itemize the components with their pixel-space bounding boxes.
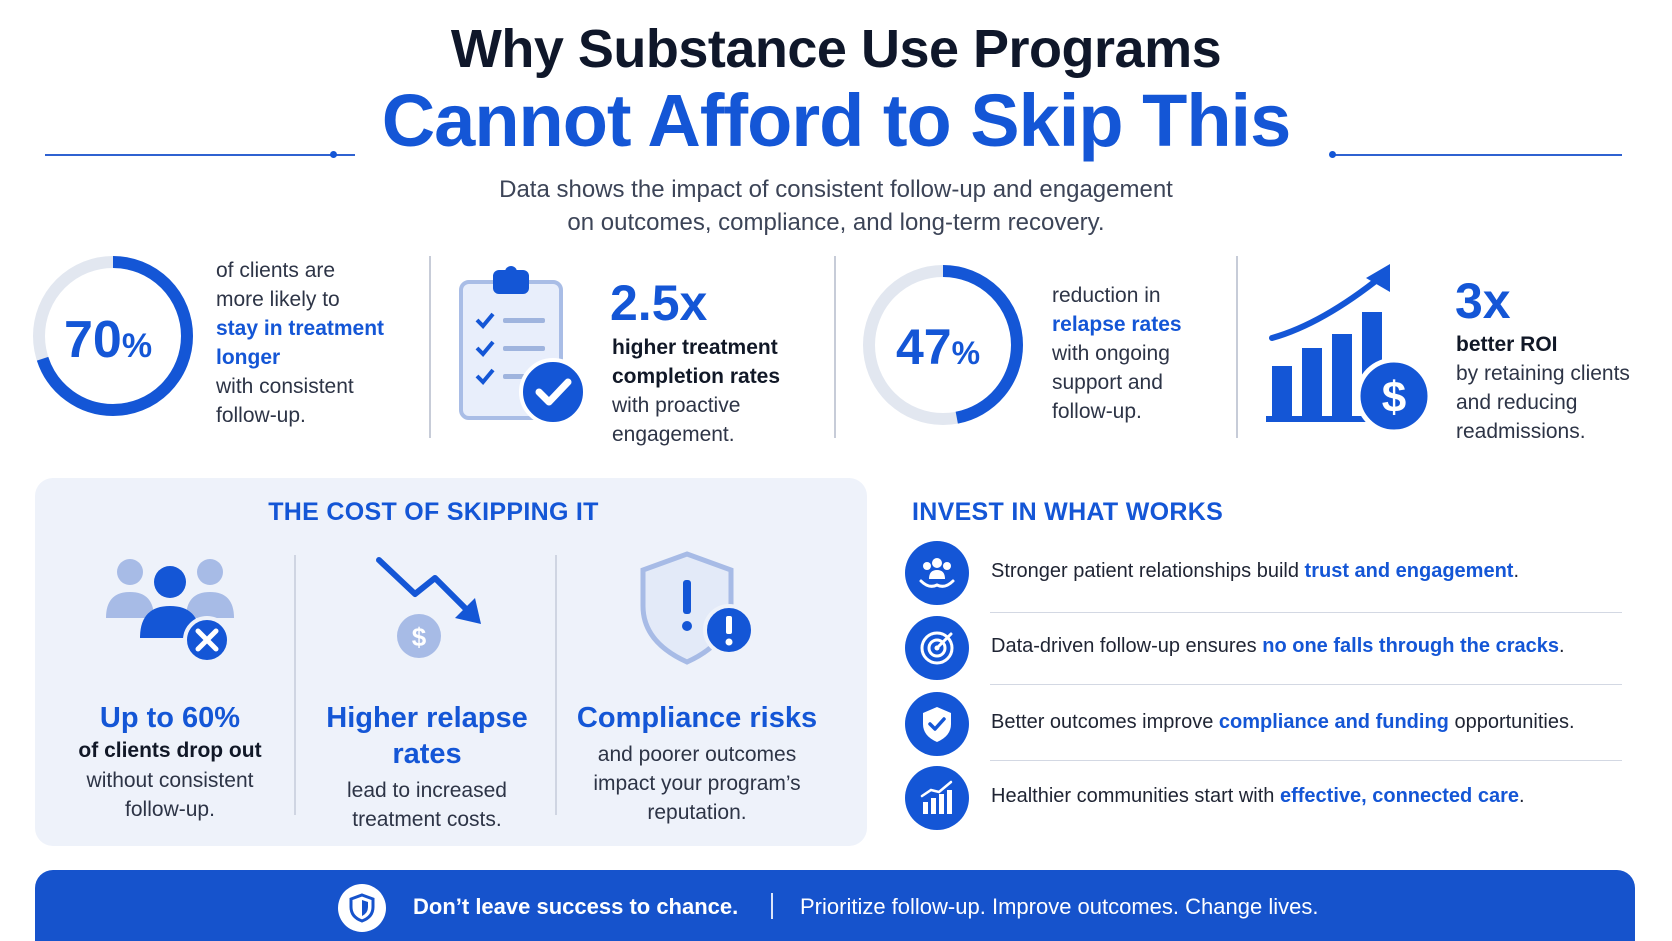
users-dropout-icon (106, 559, 234, 664)
growth-chart-dollar-icon: $ (1266, 264, 1433, 435)
title-rule-left (45, 154, 355, 156)
invest-text-compliance: Better outcomes improve compliance and f… (991, 711, 1575, 733)
stat-value-2-5x: 2.5x (610, 275, 708, 331)
invest-section-title: INVEST IN WHAT WORKS (912, 498, 1224, 526)
cost-item-dropout: Up to 60% of clients drop out without co… (39, 548, 301, 824)
cost-item-relapse: $ Higher relapse rates lead to increased… (296, 548, 558, 834)
stat-description-3x: better ROI by retaining clients and redu… (1456, 333, 1630, 443)
cost-head-dropout: Up to 60% (99, 702, 241, 734)
stat-description-2-5x: higher treatment completion rates with p… (612, 336, 781, 446)
banner-divider (771, 893, 773, 919)
clipboard-check-icon (459, 266, 587, 426)
invest-item-data-driven: Data-driven follow-up ensures no one fal… (905, 612, 1623, 684)
invest-item-relationships: Stronger patient relationships build tru… (905, 537, 1623, 609)
cost-head-compliance: Compliance risks (576, 702, 818, 734)
cost-divider (555, 555, 557, 815)
cost-body-dropout-2: follow-up. (125, 798, 215, 821)
invest-item-compliance: Better outcomes improve compliance and f… (905, 688, 1623, 760)
invest-divider (990, 684, 1622, 685)
banner-tagline: Prioritize follow-up. Improve outcomes. … (800, 894, 1319, 919)
title-rule-dot-left (330, 151, 337, 158)
cost-body-compliance-1: and poorer outcomes (597, 743, 797, 766)
invest-divider (990, 760, 1622, 761)
cost-item-compliance: Compliance risks and poorer outcomes imp… (566, 548, 828, 827)
page-title-line1: Why Substance Use Programs (450, 19, 1222, 79)
target-icon (905, 616, 969, 680)
stat-description-47: reduction in relapse rates with ongoing … (1052, 284, 1182, 423)
cost-divider (294, 555, 296, 815)
stat-divider (429, 256, 431, 438)
title-rule-right (1332, 154, 1622, 156)
stat-divider (834, 256, 836, 438)
cost-panel (35, 478, 867, 846)
invest-item-communities: Healthier communities start with effecti… (905, 762, 1623, 834)
page-title-line2: Cannot Afford to Skip This (381, 79, 1292, 162)
title-rule-dot-right (1329, 151, 1336, 158)
cost-section-title: THE COST OF SKIPPING IT (268, 498, 599, 526)
stat-divider (1236, 256, 1238, 438)
subtitle-line2: on outcomes, compliance, and long-term r… (567, 209, 1105, 236)
cost-bold-dropout: of clients drop out (78, 739, 262, 762)
declining-cost-icon: $ (376, 557, 481, 658)
page-subtitle: Data shows the impact of consistent foll… (0, 173, 1672, 239)
care-hands-icon (905, 541, 969, 605)
shield-warning-icon (640, 551, 755, 665)
cost-body-compliance-3: reputation. (647, 801, 747, 824)
cost-body-relapse-2: treatment costs. (352, 808, 502, 831)
invest-divider (990, 612, 1622, 613)
shield-icon (338, 884, 386, 932)
cost-body-compliance-2: impact your program’s (593, 772, 801, 795)
cost-body-dropout-1: without consistent (86, 769, 254, 792)
bottom-banner (35, 870, 1635, 941)
svg-text:$: $ (1382, 373, 1406, 422)
banner-headline: Don’t leave success to chance. (413, 894, 739, 919)
progress-ring-47 (863, 265, 1023, 425)
stat-value-47: 47% (896, 319, 981, 375)
stat-description-70: of clients are more likely to stay in tr… (216, 259, 385, 427)
cost-body-relapse-1: lead to increased (347, 779, 507, 802)
invest-text-communities: Healthier communities start with effecti… (991, 785, 1525, 807)
progress-ring-70 (33, 256, 193, 416)
invest-text-data-driven: Data-driven follow-up ensures no one fal… (991, 635, 1565, 657)
svg-text:$: $ (412, 622, 427, 652)
stat-value-3x: 3x (1455, 273, 1511, 329)
cost-head-relapse-1: Higher relapse (326, 702, 528, 734)
growth-chart-icon (905, 766, 969, 830)
invest-text-relationships: Stronger patient relationships build tru… (991, 560, 1520, 582)
shield-check-icon (905, 692, 969, 756)
subtitle-line1: Data shows the impact of consistent foll… (499, 176, 1173, 203)
cost-head-relapse-2: rates (392, 738, 462, 770)
stat-value-70: 70% (64, 311, 153, 369)
